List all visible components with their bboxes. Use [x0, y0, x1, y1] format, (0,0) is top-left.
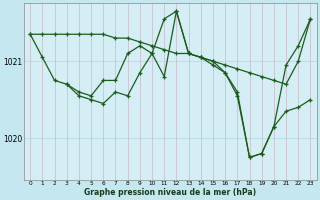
X-axis label: Graphe pression niveau de la mer (hPa): Graphe pression niveau de la mer (hPa) [84, 188, 256, 197]
